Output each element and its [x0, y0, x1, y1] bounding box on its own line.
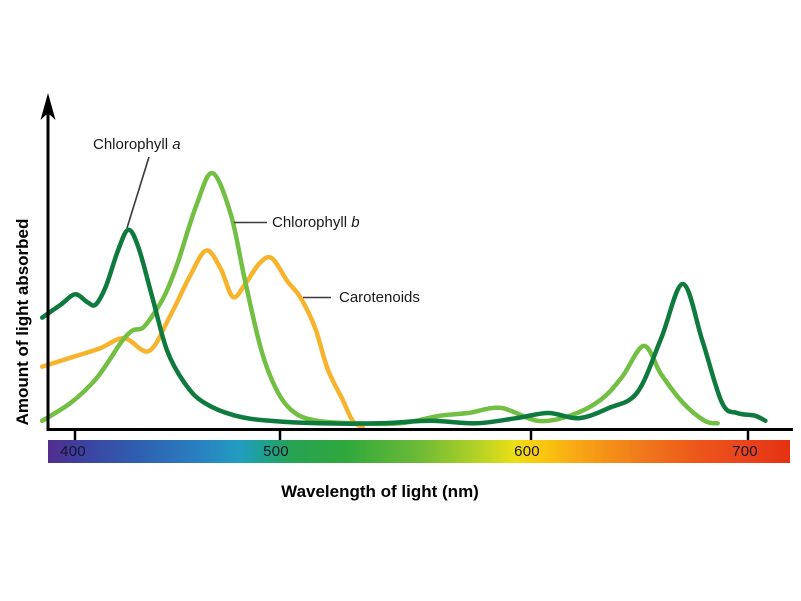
- chlorophyll-a-curve: [39, 227, 768, 426]
- y-axis-title: Amount of light absorbed: [13, 218, 32, 426]
- tick-label-400: 400: [60, 443, 86, 460]
- chlorophyll-a-leader-line: [126, 156, 150, 229]
- chlorophyll-a-label-variant: a: [172, 136, 181, 153]
- tick-label-700: 700: [732, 443, 758, 460]
- chlorophyll-b-label-variant: b: [351, 214, 360, 231]
- carotenoids-label-text: Carotenoids: [339, 289, 420, 306]
- chlorophyll-a-label-text: Chlorophyll: [93, 136, 173, 153]
- chlorophyll-b-label: Chlorophyll b: [272, 214, 360, 231]
- spectrum-bar-gradient: [48, 440, 790, 463]
- chlorophyll-b-label-text: Chlorophyll: [272, 214, 352, 231]
- tick-label-600: 600: [514, 443, 540, 460]
- chlorophyll-a-label: Chlorophyll a: [93, 136, 181, 153]
- carotenoids-label: Carotenoids: [339, 289, 420, 306]
- x-axis-title: Wavelength of light (nm): [281, 482, 479, 501]
- tick-label-500: 500: [263, 443, 289, 460]
- chlorophyll-b-curve: [39, 170, 720, 427]
- y-axis-arrowhead-icon: [40, 93, 56, 120]
